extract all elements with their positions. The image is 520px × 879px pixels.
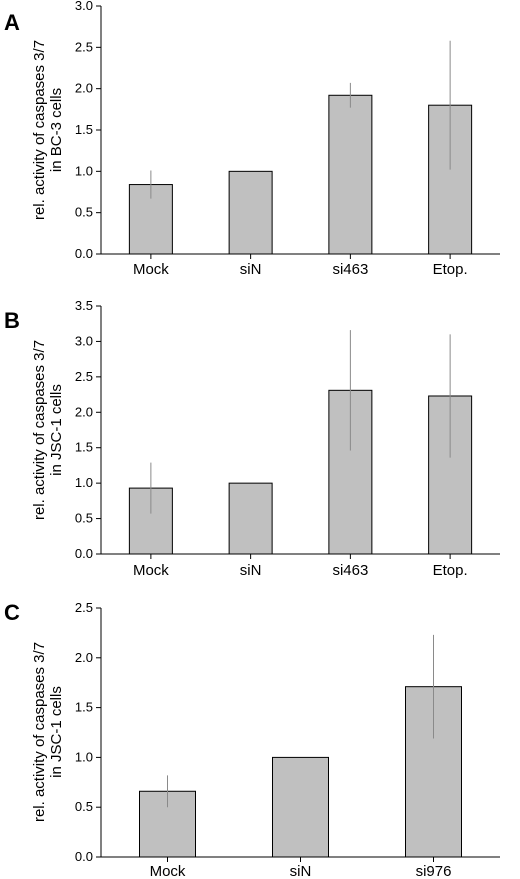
y-tick-label: 2.0 bbox=[75, 404, 93, 419]
y-tick-label: 0.5 bbox=[75, 511, 93, 526]
panel-letter: A bbox=[4, 10, 20, 35]
y-axis-label: rel. activity of caspases 3/7in BC-3 cel… bbox=[31, 40, 65, 220]
y-tick-label: 3.0 bbox=[75, 0, 93, 13]
y-axis-label: rel. activity of caspases 3/7in JSC-1 ce… bbox=[31, 642, 65, 822]
x-tick-label: si976 bbox=[416, 863, 452, 879]
bar-si463 bbox=[328, 94, 373, 255]
y-tick-label: 0.0 bbox=[75, 849, 93, 864]
y-tick-label: 1.5 bbox=[75, 122, 93, 137]
y-axis-label-line: in JSC-1 cells bbox=[48, 686, 65, 778]
bar-sin bbox=[272, 756, 329, 858]
y-axis-label: rel. activity of caspases 3/7in JSC-1 ce… bbox=[31, 340, 65, 520]
panel-letter: C bbox=[4, 600, 20, 625]
x-tick-label: si463 bbox=[332, 562, 368, 579]
x-tick-label: si463 bbox=[332, 261, 368, 278]
x-tick-label: Etop. bbox=[433, 562, 468, 579]
x-tick-label: siN bbox=[240, 562, 262, 579]
y-tick-label: 1.0 bbox=[75, 475, 93, 490]
chart-panel-a: A 0.0 0.5 1.0 1.5 2.0 2.5 3.0 rel. activity of c… bbox=[4, 0, 500, 278]
y-tick-label: 0.0 bbox=[75, 546, 93, 561]
x-tick-label: Etop. bbox=[433, 261, 468, 278]
x-tick-label: siN bbox=[290, 863, 312, 879]
y-tick-label: 0.5 bbox=[75, 205, 93, 220]
x-tick-label: Mock bbox=[150, 863, 186, 879]
y-axis-label-line: rel. activity of caspases 3/7 bbox=[31, 642, 48, 822]
y-tick-label: 2.5 bbox=[75, 600, 93, 615]
x-tick-label: Mock bbox=[133, 261, 169, 278]
y-tick-label: 1.0 bbox=[75, 163, 93, 178]
y-tick-label: 1.5 bbox=[75, 440, 93, 455]
y-tick-label: 0.5 bbox=[75, 799, 93, 814]
y-tick-label: 2.0 bbox=[75, 81, 93, 96]
y-axis-label-line: rel. activity of caspases 3/7 bbox=[31, 40, 48, 220]
y-axis-label-line: in BC-3 cells bbox=[48, 88, 65, 172]
panel-letter: B bbox=[4, 308, 20, 333]
x-tick-label: siN bbox=[240, 261, 262, 278]
y-tick-label: 0.0 bbox=[75, 246, 93, 261]
bar-sin bbox=[228, 482, 273, 555]
y-tick-label: 2.5 bbox=[75, 39, 93, 54]
chart-panel-b: B 0.0 0.5 1.0 1.5 2.0 2.5 3.0 3.5 rel. activity o… bbox=[4, 298, 500, 579]
x-tick-label: Mock bbox=[133, 562, 169, 579]
y-tick-label: 2.5 bbox=[75, 369, 93, 384]
y-axis-label-line: in JSC-1 cells bbox=[48, 384, 65, 476]
y-tick-label: 2.0 bbox=[75, 650, 93, 665]
y-tick-label: 3.5 bbox=[75, 298, 93, 313]
y-tick-label: 1.0 bbox=[75, 749, 93, 764]
y-axis-label-line: rel. activity of caspases 3/7 bbox=[31, 340, 48, 520]
y-tick-label: 1.5 bbox=[75, 700, 93, 715]
bar-sin bbox=[228, 170, 273, 255]
y-tick-label: 3.0 bbox=[75, 333, 93, 348]
chart-panel-c: C 0.0 0.5 1.0 1.5 2.0 2.5 rel. activity of casp… bbox=[4, 600, 500, 879]
